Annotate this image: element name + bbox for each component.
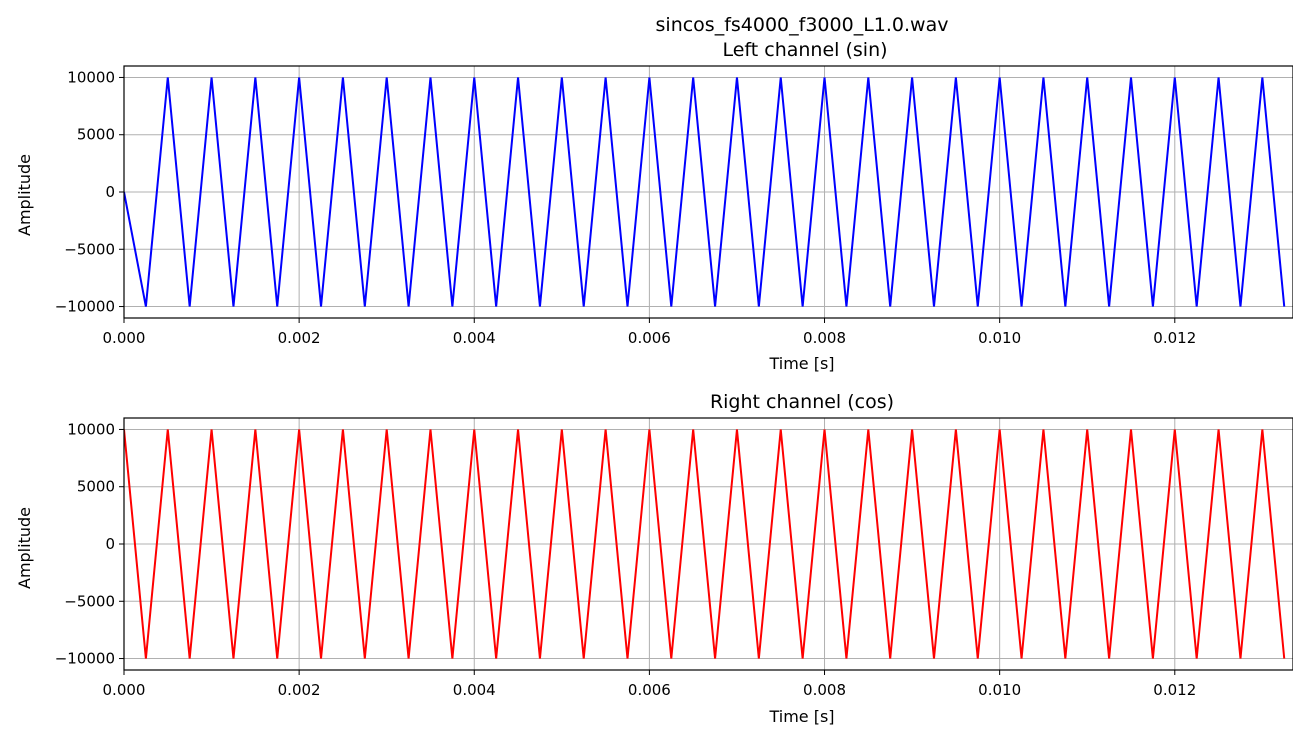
y-axis-label: Amplitude <box>15 507 34 589</box>
x-tick-label: 0.006 <box>628 681 671 699</box>
x-tick-label: 0.006 <box>628 329 671 347</box>
panel-title: Right channel (cos) <box>710 391 894 413</box>
x-tick-label: 0.008 <box>803 681 846 699</box>
panel-title: Left channel (sin) <box>722 39 887 61</box>
x-tick-label: 0.010 <box>978 681 1021 699</box>
series-line <box>124 77 1286 307</box>
y-tick-label: −10000 <box>55 650 115 668</box>
x-tick-label: 0.008 <box>803 329 846 347</box>
right-channel-panel: Right channel (cos) Time [s] Amplitude 0… <box>15 391 1293 726</box>
y-tick-label: 10000 <box>67 420 115 438</box>
x-axis-label: Time [s] <box>768 707 834 726</box>
x-tick-label: 0.000 <box>103 329 146 347</box>
x-axis-label: Time [s] <box>768 354 834 373</box>
left-channel-panel: Left channel (sin) Time [s] Amplitude 0.… <box>15 39 1293 373</box>
x-tick-label: 0.012 <box>1153 329 1196 347</box>
y-tick-label: 5000 <box>77 126 115 144</box>
x-tick-label: 0.010 <box>978 329 1021 347</box>
series-line <box>124 429 1286 659</box>
y-tick-label: −5000 <box>64 592 115 610</box>
y-tick-label: 0 <box>105 535 115 553</box>
y-axis-label: Amplitude <box>15 154 34 236</box>
x-tick-label: 0.000 <box>103 681 146 699</box>
x-tick-label: 0.004 <box>453 329 496 347</box>
y-tick-label: 5000 <box>77 478 115 496</box>
y-tick-label: 10000 <box>67 68 115 86</box>
y-tick-label: 0 <box>105 183 115 201</box>
y-tick-label: −10000 <box>55 298 115 316</box>
x-tick-label: 0.002 <box>278 329 321 347</box>
y-tick-label: −5000 <box>64 240 115 258</box>
x-tick-label: 0.012 <box>1153 681 1196 699</box>
x-tick-label: 0.002 <box>278 681 321 699</box>
figure-title: sincos_fs4000_f3000_L1.0.wav <box>656 14 949 36</box>
x-tick-label: 0.004 <box>453 681 496 699</box>
